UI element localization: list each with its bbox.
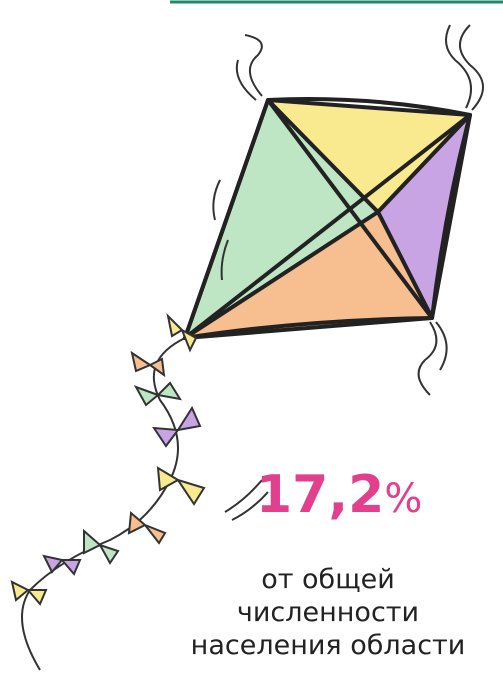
infographic: 17,2% от общей численности населения обл… [0,0,503,677]
stat-unit: % [384,476,422,522]
stat: 17,2% [256,465,422,525]
stat-number: 17,2 [256,465,384,525]
tail-bows [12,316,204,604]
kite [185,99,470,338]
caption-line: численности [237,597,419,628]
caption-line: населения области [191,630,466,661]
caption-line: от общей [261,564,395,595]
